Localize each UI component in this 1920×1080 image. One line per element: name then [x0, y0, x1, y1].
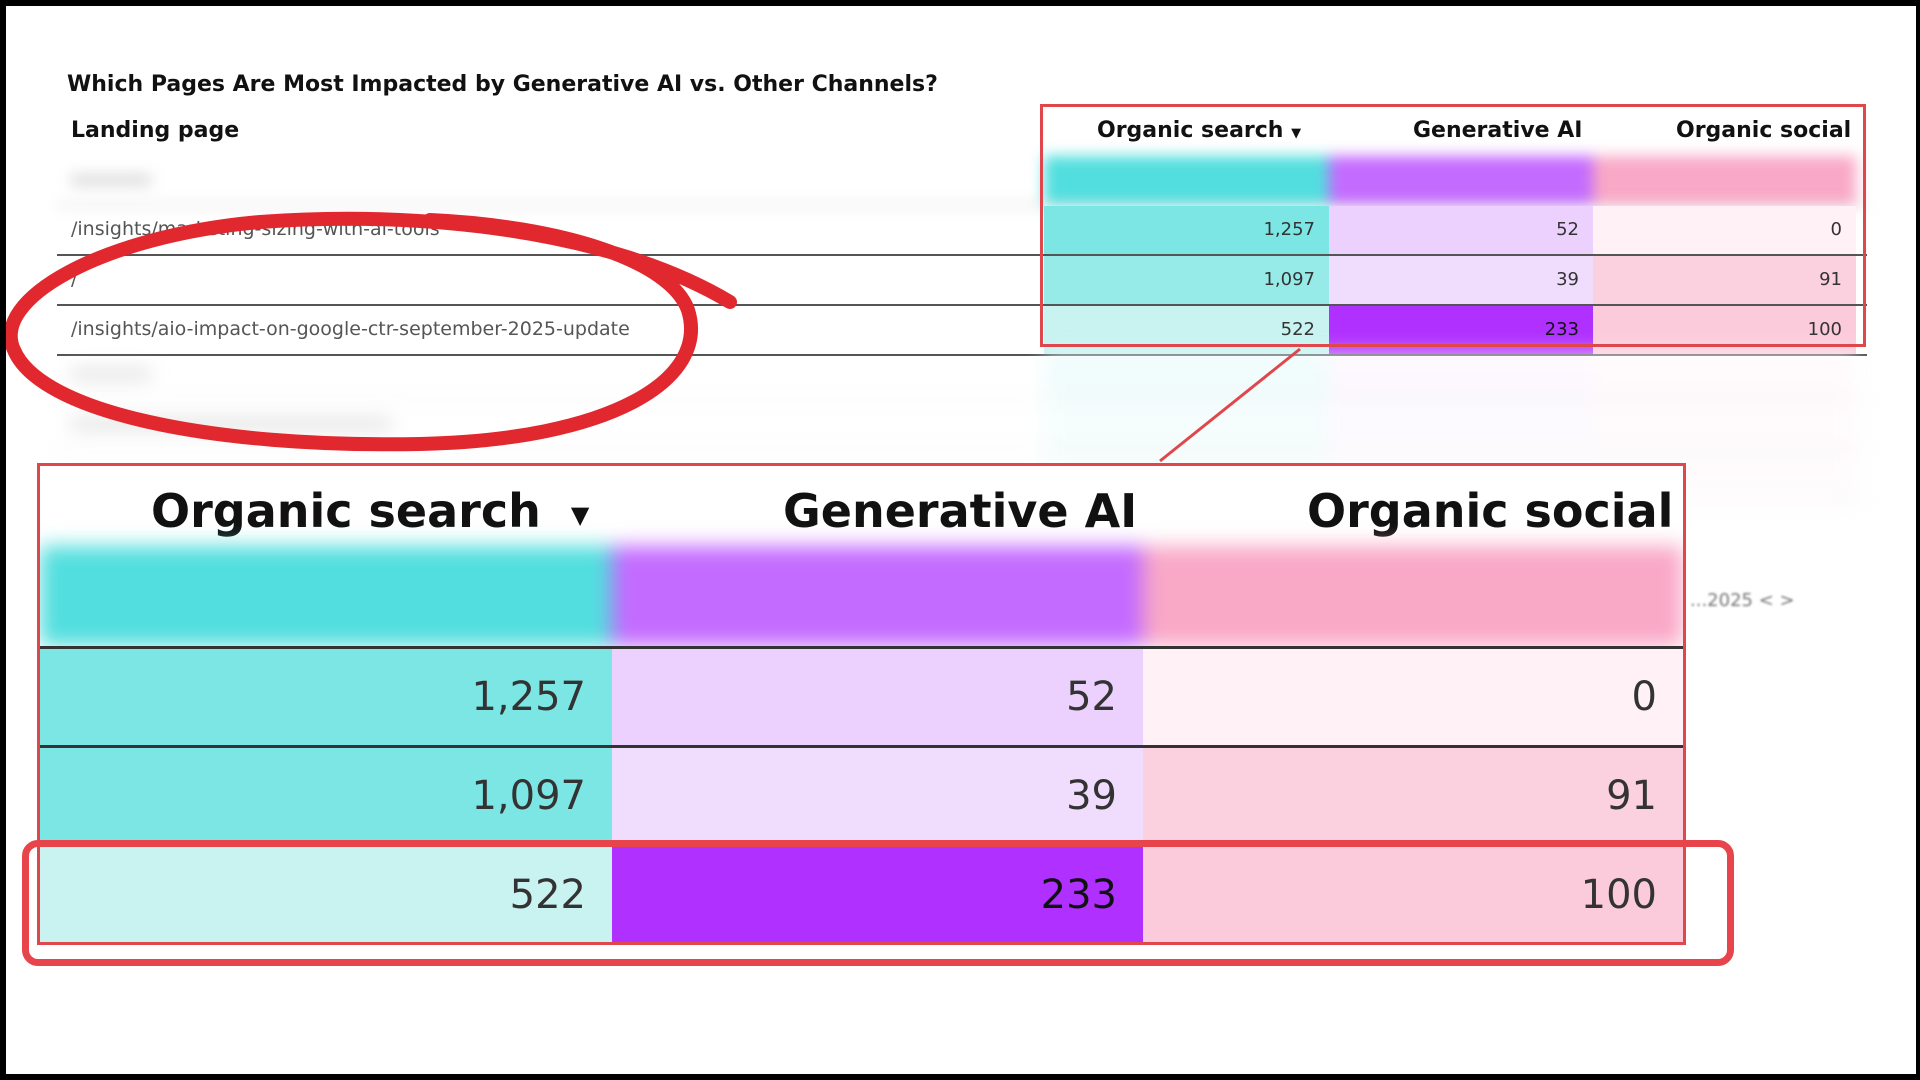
- pagination[interactable]: ...2025 < >: [1690, 590, 1795, 611]
- cell-organic-total: [1044, 156, 1329, 204]
- connector-line: [1159, 347, 1301, 463]
- col-header-landing-page[interactable]: Landing page: [71, 118, 240, 143]
- zoom-col-header-organic-label: Organic search: [151, 484, 541, 538]
- cell-genai: 39: [1329, 256, 1593, 304]
- zoom-cell-social: 91: [1143, 748, 1683, 844]
- zoom-cell-organic: 522: [40, 847, 612, 942]
- zoom-table-row: 522 233 100: [40, 847, 1683, 942]
- zoom-cell-organic: 1,097: [40, 748, 612, 844]
- blurred-cell: [1593, 400, 1856, 448]
- table-row[interactable]: / 1,097 39 91: [57, 256, 1867, 306]
- landing-page-link[interactable]: /insights/aio-impact-on-google-ctr-septe…: [71, 318, 630, 340]
- zoom-cell-genai: 39: [612, 748, 1143, 844]
- zoomed-table-panel: Organic search ▼ Generative AI Organic s…: [37, 463, 1686, 945]
- col-header-organic-social[interactable]: Organic social: [1676, 118, 1852, 143]
- zoomed-header: Organic search ▼ Generative AI Organic s…: [40, 466, 1683, 546]
- zoom-col-header-generative-ai[interactable]: Generative AI: [783, 484, 1138, 538]
- blurred-row: [57, 400, 1867, 450]
- col-header-organic-search[interactable]: Organic search ▼: [1097, 118, 1301, 143]
- col-header-organic-label: Organic search: [1097, 118, 1284, 143]
- cell-social-total: [1593, 156, 1856, 204]
- highlight-oval: [3, 211, 737, 452]
- zoom-row-total: [40, 546, 1683, 646]
- blurred-cell: [1329, 350, 1593, 398]
- sort-desc-icon[interactable]: ▼: [1291, 126, 1302, 141]
- blurred-page: [71, 368, 151, 380]
- highlight-box-row: [22, 840, 1734, 966]
- col-header-generative-ai[interactable]: Generative AI: [1413, 118, 1583, 143]
- cell-genai-total: [1329, 156, 1593, 204]
- blurred-cell: [1329, 400, 1593, 448]
- table-title: Which Pages Are Most Impacted by Generat…: [67, 72, 938, 97]
- zoom-cell-genai-total: [612, 546, 1143, 646]
- cell-social: 91: [1593, 256, 1856, 304]
- zoom-cell-social: 100: [1143, 847, 1683, 942]
- zoom-cell-social: 0: [1143, 649, 1683, 745]
- landing-page-table: Landing page Organic search ▼ Generative…: [57, 110, 1867, 356]
- redacted-total-label: [71, 174, 151, 186]
- zoom-col-header-organic-search[interactable]: Organic search ▼: [151, 484, 589, 538]
- pagination-label: ...2025 < >: [1690, 590, 1795, 611]
- zoom-table-row: 1,257 52 0: [40, 646, 1683, 748]
- table-header: Landing page Organic search ▼ Generative…: [57, 110, 1867, 156]
- cell-genai: 52: [1329, 206, 1593, 254]
- zoom-table-row: 1,097 39 91: [40, 748, 1683, 847]
- table-row-total: [57, 156, 1867, 206]
- cell-social: 0: [1593, 206, 1856, 254]
- landing-page-link[interactable]: /: [71, 268, 78, 290]
- zoom-col-header-organic-social[interactable]: Organic social: [1307, 484, 1674, 538]
- blurred-row: [57, 350, 1867, 400]
- blurred-cell: [1593, 350, 1856, 398]
- blurred-cell: [1044, 350, 1329, 398]
- zoom-cell-genai: 233: [612, 847, 1143, 942]
- zoom-cell-social-total: [1143, 546, 1683, 646]
- cell-organic: 1,257: [1044, 206, 1329, 254]
- cell-organic: 1,097: [1044, 256, 1329, 304]
- zoom-sort-desc-icon[interactable]: ▼: [570, 500, 590, 529]
- highlight-box-values: [1040, 104, 1866, 347]
- zoom-cell-organic-total: [40, 546, 612, 646]
- zoom-cell-genai: 52: [612, 649, 1143, 745]
- zoom-cell-organic: 1,257: [40, 649, 612, 745]
